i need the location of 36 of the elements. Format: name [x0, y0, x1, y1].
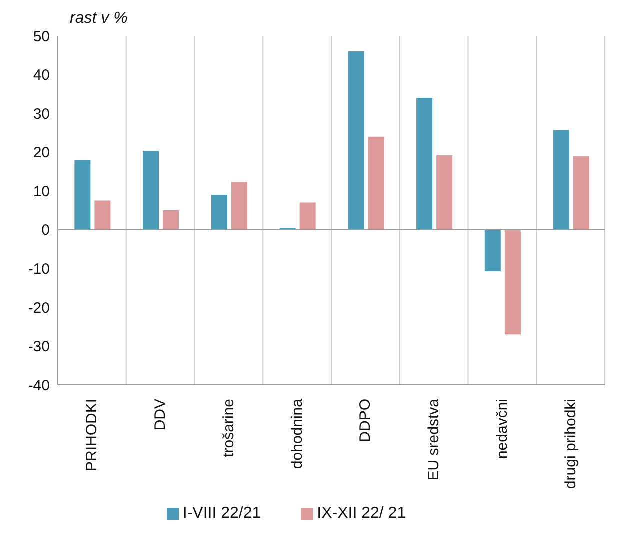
- y-tick-label: -20: [28, 300, 50, 317]
- y-axis-title: rast v %: [70, 10, 128, 28]
- bar: [504, 230, 521, 335]
- x-tick-label: drugi prihodki: [562, 399, 580, 490]
- bar: [484, 230, 501, 272]
- y-tick-label: 40: [33, 67, 50, 84]
- x-tick-label: DDV: [152, 399, 170, 431]
- y-tick-label: -40: [28, 377, 50, 394]
- bar: [348, 52, 364, 230]
- bar: [573, 156, 590, 230]
- legend-label: I-VIII 22/21: [182, 505, 262, 522]
- bar: [553, 130, 570, 230]
- x-tick-label: dohodnina: [288, 398, 306, 470]
- bar: [143, 151, 160, 230]
- y-tick-label: 50: [33, 28, 50, 46]
- x-tick-label: nedavčni: [494, 399, 511, 460]
- bar: [94, 200, 111, 230]
- bar: [368, 136, 384, 230]
- x-tick-label: DDPO: [357, 399, 374, 442]
- bar: [211, 194, 228, 230]
- bar: [74, 160, 91, 230]
- x-tick-label: EU sredstva: [426, 398, 443, 481]
- y-tick-label: 0: [42, 222, 50, 240]
- y-tick-label: 30: [33, 106, 50, 123]
- y-tick-label: 20: [33, 144, 50, 162]
- y-tick-label: 10: [33, 183, 50, 200]
- bar: [163, 210, 180, 230]
- bar: [231, 182, 248, 230]
- x-tick-label: trošarine: [220, 399, 238, 458]
- bar: [436, 155, 453, 230]
- y-tick-label: -10: [28, 260, 50, 278]
- bar: [300, 202, 316, 230]
- x-tick-label: PRIHODKI: [84, 399, 101, 472]
- legend-label: IX-XII 22/ 21: [317, 505, 406, 522]
- bar: [416, 98, 433, 230]
- y-tick-label: -30: [28, 338, 50, 356]
